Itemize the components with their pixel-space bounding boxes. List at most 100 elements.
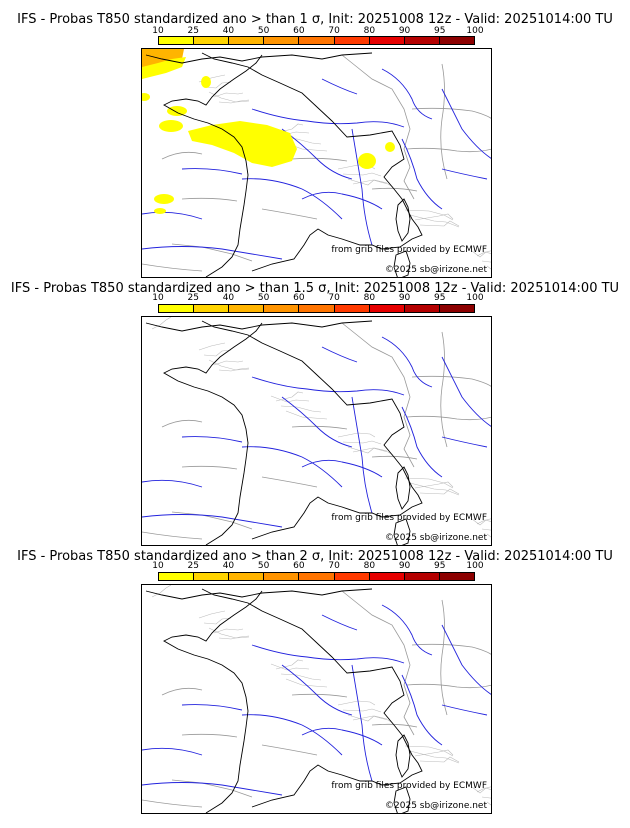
colorbar-tick-label: 50 — [257, 293, 270, 303]
panel-title: IFS - Probas T850 standardized ano > tha… — [10, 281, 620, 296]
country-border — [440, 599, 448, 716]
admin-boundary — [481, 528, 491, 531]
country-border — [371, 455, 418, 460]
admin-boundary — [347, 178, 388, 186]
source-credit: from grib files provided by ECMWF — [331, 513, 487, 523]
river — [321, 614, 358, 631]
admin-boundary — [203, 349, 232, 357]
river — [142, 211, 203, 220]
admin-boundary — [347, 714, 388, 722]
colorbar-tick-label: 10 — [152, 26, 164, 36]
copyright-credit: ©2025 sb@irizone.net — [385, 533, 487, 543]
anomaly-probability-area — [142, 93, 150, 101]
country-border — [440, 331, 448, 448]
colorbar-tick-label: 80 — [363, 26, 376, 36]
river — [401, 138, 443, 210]
colorbar — [158, 572, 475, 581]
colorbar-labels: 10 25 40 50 60 70 80 90 95 100 — [152, 293, 483, 303]
country-border — [261, 208, 318, 220]
admin-boundary — [337, 700, 376, 706]
admin-boundary — [198, 610, 226, 619]
admin-boundary — [203, 81, 232, 89]
copyright-credit: ©2025 sb@irizone.net — [385, 801, 487, 811]
colorbar-segment — [369, 37, 405, 44]
colorbar-tick-label: 40 — [222, 26, 235, 36]
admin-boundary — [476, 251, 491, 257]
island-coastline — [393, 518, 411, 545]
river — [142, 246, 283, 260]
colorbar-tick-label: 25 — [187, 26, 199, 36]
country-border — [371, 723, 418, 728]
colorbar-segment — [439, 573, 474, 580]
admin-boundary — [208, 627, 250, 639]
admin-boundary — [280, 673, 322, 681]
admin-boundary — [280, 405, 322, 413]
admin-boundary — [409, 750, 460, 764]
colorbar-segment — [194, 305, 230, 312]
country-border — [291, 425, 348, 430]
admin-boundary — [481, 796, 491, 799]
anomaly-probability-area — [159, 120, 183, 132]
admin-boundary — [151, 585, 172, 598]
admin-boundary — [342, 708, 382, 713]
colorbar-tick-label: 95 — [434, 26, 446, 36]
admin-boundary — [404, 477, 454, 489]
admin-boundary — [419, 220, 460, 227]
admin-boundary — [486, 801, 491, 806]
colorbar-tick-label: 95 — [434, 293, 446, 303]
island-coastline — [393, 250, 411, 277]
country-border — [142, 263, 203, 272]
panel-title: IFS - Probas T850 standardized ano > tha… — [17, 549, 613, 564]
colorbar — [158, 304, 475, 313]
country-border — [181, 465, 238, 470]
admin-boundary — [476, 519, 491, 525]
river — [351, 664, 373, 782]
colorbar-tick-label: 50 — [257, 561, 270, 571]
river — [401, 406, 443, 478]
colorbar-segment — [404, 37, 440, 44]
admin-boundary — [337, 432, 376, 438]
admin-boundary — [342, 440, 382, 445]
map-frame: from grib files provided by ECMWF ©2025 s… — [141, 584, 492, 814]
colorbar-segment — [229, 573, 265, 580]
admin-boundary — [203, 617, 232, 625]
admin-boundary — [270, 395, 310, 403]
colorbar-tick-label: 90 — [398, 561, 411, 571]
anomaly-probability-area — [142, 57, 186, 79]
country-border — [291, 693, 348, 698]
country-border — [291, 157, 348, 162]
country-border — [161, 687, 203, 696]
colorbar-segment — [404, 305, 440, 312]
source-credit: from grib files provided by ECMWF — [331, 245, 487, 255]
river — [181, 704, 243, 711]
country-border — [406, 683, 491, 689]
river — [301, 727, 383, 746]
river — [301, 191, 383, 210]
colorbar-tick-label: 70 — [328, 561, 340, 571]
country-border — [142, 531, 203, 540]
river — [321, 78, 358, 95]
colorbar-labels: 10 25 40 50 60 70 80 90 95 100 — [152, 561, 483, 571]
river — [142, 782, 283, 796]
colorbar-tick-label: 100 — [466, 293, 484, 303]
colorbar-tick-label: 25 — [187, 561, 199, 571]
admin-boundary — [213, 360, 244, 366]
admin-boundary — [419, 756, 460, 763]
country-border — [341, 54, 415, 200]
river — [241, 178, 343, 220]
colorbar-segment — [334, 305, 370, 312]
admin-boundary — [471, 250, 491, 258]
river — [381, 336, 433, 388]
country-border — [261, 744, 318, 756]
river — [441, 356, 491, 427]
colorbar-tick-label: 60 — [293, 561, 305, 571]
panel-title: IFS - Probas T850 standardized ano > tha… — [17, 12, 613, 27]
coastline — [163, 54, 263, 277]
colorbar-segment — [229, 37, 265, 44]
colorbar-tick-label: 100 — [466, 26, 484, 36]
colorbar-tick-label: 90 — [398, 26, 411, 36]
country-border — [161, 151, 203, 160]
country-border — [406, 415, 491, 421]
river — [381, 604, 433, 656]
coastline — [201, 320, 423, 540]
